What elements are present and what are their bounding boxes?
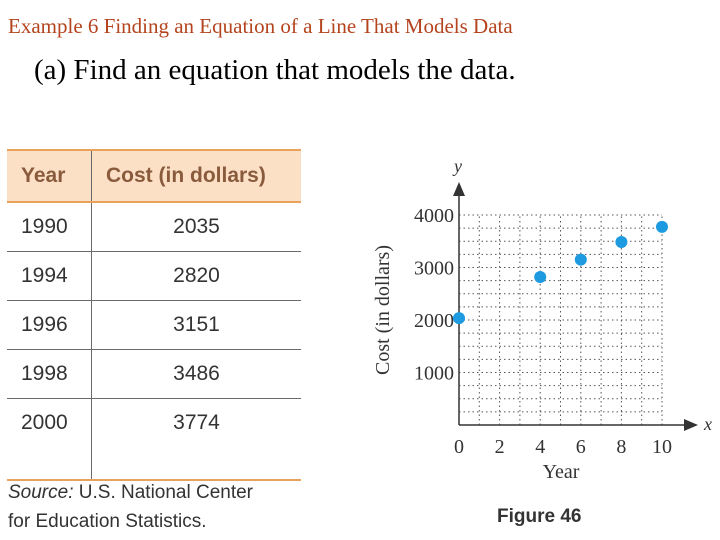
- y-tick-label: 2000: [414, 310, 454, 332]
- y-axis-label: Cost (in dollars): [372, 245, 394, 375]
- x-tick-label: 10: [652, 436, 672, 458]
- table-row: 2000 3774: [7, 398, 301, 481]
- slide-title: Example 6 Finding an Equation of a Line …: [8, 14, 513, 38]
- table-row: 1998 3486: [7, 349, 301, 399]
- x-tick-label: 0: [454, 436, 464, 458]
- header-cost: Cost (in dollars): [91, 149, 301, 203]
- cost-cell: 3486: [91, 349, 301, 399]
- x-tick-label: 6: [576, 436, 586, 458]
- y-tick-label: 4000: [414, 205, 454, 227]
- data-point: [453, 312, 465, 325]
- cost-cell: 3151: [91, 300, 301, 350]
- year-cell: 2000: [7, 398, 92, 481]
- x-tick-label: 2: [495, 436, 505, 458]
- axes: x y Year Cost (in dollars): [372, 156, 712, 483]
- table-row: 1996 3151: [7, 300, 301, 350]
- year-cell: 1994: [7, 251, 92, 301]
- y-axis-variable: y: [452, 156, 462, 176]
- y-tick-label: 1000: [414, 363, 454, 385]
- x-axis-arrow-icon: [684, 419, 698, 431]
- cost-cell: 3774: [91, 398, 301, 481]
- data-points: [453, 220, 668, 325]
- x-axis-label: Year: [543, 461, 580, 483]
- year-cell: 1990: [7, 202, 92, 252]
- year-cell: 1996: [7, 300, 92, 350]
- tick-labels: 0 2 4 6 8 10 1000 2000 3000 4000: [414, 205, 672, 458]
- figure-label: Figure 46: [497, 506, 582, 527]
- x-tick-label: 4: [535, 436, 545, 458]
- source-label: Source:: [8, 482, 74, 503]
- cost-cell: 2035: [91, 202, 301, 252]
- grid: [459, 214, 663, 425]
- source-line-1: U.S. National Center: [78, 482, 254, 503]
- slide-subtitle: (a) Find an equation that models the dat…: [34, 54, 516, 86]
- header-year: Year: [7, 149, 92, 203]
- data-table: Year Cost (in dollars) 1990 2035 1994 28…: [7, 149, 301, 481]
- data-point: [656, 220, 668, 233]
- table-header-row: Year Cost (in dollars): [7, 149, 301, 203]
- data-point: [615, 235, 628, 248]
- y-axis-arrow-icon: [453, 182, 465, 196]
- source-line-2: for Education Statistics.: [8, 511, 207, 532]
- data-point: [534, 270, 547, 283]
- x-axis-variable: x: [703, 414, 712, 434]
- y-tick-label: 3000: [414, 258, 454, 280]
- data-point: [574, 253, 587, 266]
- year-cell: 1998: [7, 349, 92, 399]
- table-row: 1994 2820: [7, 251, 301, 301]
- table-row: 1990 2035: [7, 202, 301, 252]
- cost-cell: 2820: [91, 251, 301, 301]
- x-tick-label: 8: [616, 436, 626, 458]
- source-note: Source: U.S. National Center for Educati…: [8, 478, 253, 536]
- scatter-chart: x y Year Cost (in dollars) 0 2 4 6 8 10 1000 20…: [372, 156, 712, 483]
